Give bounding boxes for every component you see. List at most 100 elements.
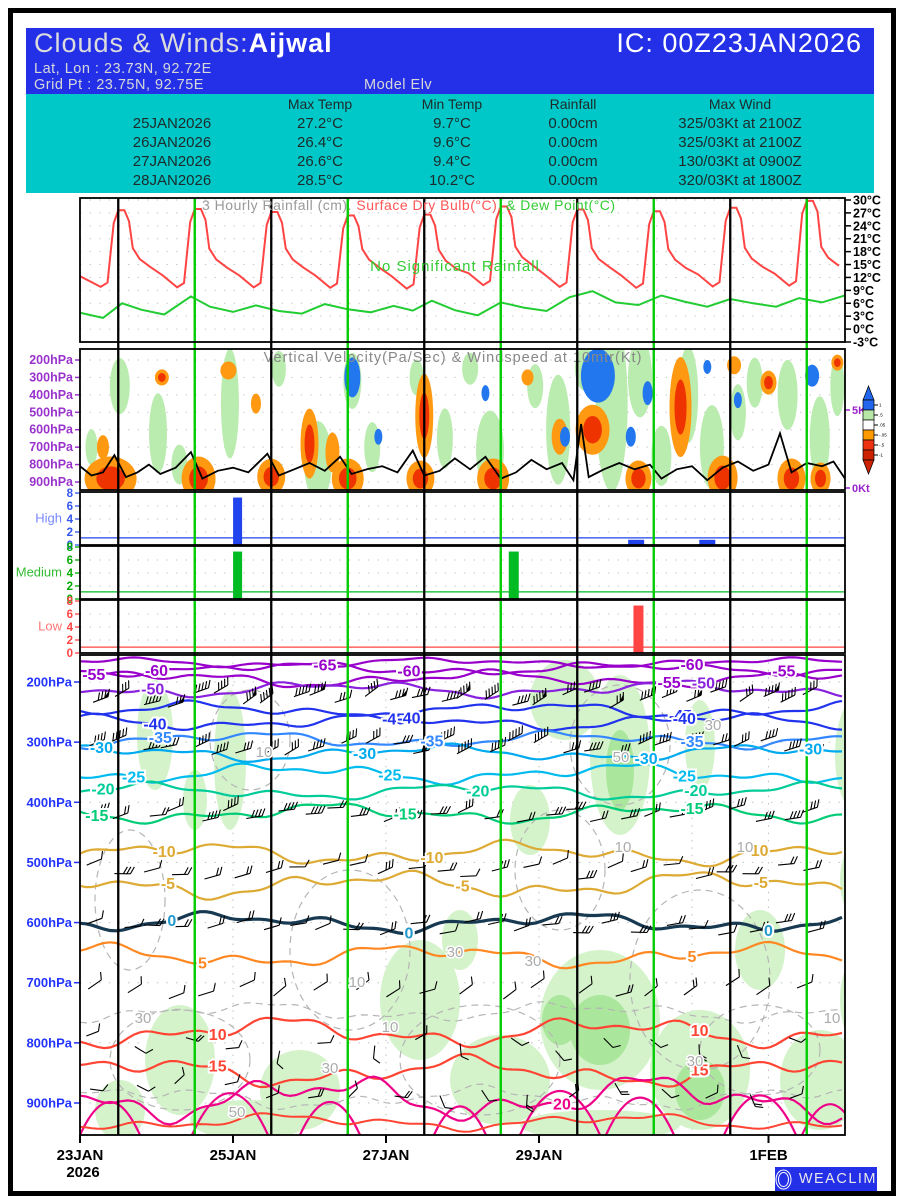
svg-text:900hPa: 900hPa bbox=[26, 1096, 72, 1111]
svg-text:50: 50 bbox=[229, 1104, 246, 1121]
wind-barb bbox=[204, 866, 223, 880]
wind-barb bbox=[343, 922, 364, 931]
wind-barb bbox=[365, 727, 381, 744]
temp-contour bbox=[80, 668, 843, 689]
wind-barb bbox=[90, 1084, 109, 1092]
wind-barb bbox=[584, 741, 604, 752]
wind-barb bbox=[89, 731, 106, 747]
wind-barb bbox=[669, 806, 689, 818]
wind-barb bbox=[265, 859, 284, 874]
wind-barb bbox=[171, 867, 193, 876]
wind-barb bbox=[661, 683, 679, 699]
wind-barb bbox=[589, 810, 609, 823]
temp-contour-loop bbox=[298, 1101, 362, 1135]
temp-contour-loop bbox=[190, 1092, 270, 1135]
wind-barb bbox=[236, 910, 255, 924]
wind-barb bbox=[114, 866, 135, 875]
wind-barb bbox=[86, 1023, 101, 1037]
wind-barb bbox=[502, 981, 517, 1000]
table-row: 26JAN2026 26.4°C 9.6°C 0.00cm 325/03Kt at 21… bbox=[26, 134, 874, 153]
wind-barb bbox=[615, 984, 634, 997]
panel-upper-winds bbox=[80, 656, 845, 1135]
updraft-weak-blob bbox=[729, 384, 746, 441]
wind-barb bbox=[91, 802, 110, 815]
temp-contour bbox=[80, 940, 843, 970]
wind-barb bbox=[796, 974, 814, 989]
svg-text:30: 30 bbox=[322, 1060, 339, 1077]
svg-text:-15: -15 bbox=[680, 801, 703, 818]
wind-barb bbox=[224, 1074, 241, 1086]
wind-barb bbox=[456, 738, 473, 755]
table-header: Max Wind bbox=[708, 96, 772, 112]
wind-barb bbox=[198, 983, 216, 997]
table-cell: 0.00cm bbox=[548, 134, 598, 151]
svg-text:15°C: 15°C bbox=[853, 258, 881, 272]
wind-barb bbox=[413, 742, 432, 755]
table-header: Min Temp bbox=[421, 96, 483, 112]
svg-text:27JAN: 27JAN bbox=[363, 1147, 410, 1164]
svg-text:3 Hourly Rainfall (cm). Surfac: 3 Hourly Rainfall (cm). Surface Dry Bulb… bbox=[202, 197, 616, 213]
svg-text:10: 10 bbox=[209, 1027, 227, 1044]
wind-barb bbox=[555, 1050, 573, 1062]
svg-text:25JAN: 25JAN bbox=[210, 1147, 257, 1164]
svg-text:50: 50 bbox=[613, 749, 630, 766]
wind-barb bbox=[211, 741, 229, 756]
svg-text:-60: -60 bbox=[145, 663, 168, 680]
wind-barb bbox=[315, 915, 332, 931]
svg-text:2: 2 bbox=[67, 635, 73, 647]
svg-text:12°C: 12°C bbox=[853, 271, 881, 285]
temp-contour bbox=[80, 869, 843, 901]
svg-text:-50: -50 bbox=[141, 681, 164, 698]
updraft-strong-blob bbox=[733, 392, 742, 409]
svg-text:-60: -60 bbox=[680, 657, 703, 674]
temp-contour-loop bbox=[518, 1090, 602, 1135]
wind-barb bbox=[194, 732, 210, 748]
wind-barb bbox=[278, 801, 299, 812]
svg-text:-30: -30 bbox=[635, 751, 658, 768]
temp-contour bbox=[80, 699, 843, 721]
wind-barb bbox=[327, 799, 348, 809]
wind-barb bbox=[225, 1040, 243, 1050]
rh-shading bbox=[840, 970, 845, 1030]
svg-text:-20: -20 bbox=[684, 783, 707, 800]
wind-barb bbox=[307, 738, 326, 752]
panel-vertical-velocity bbox=[80, 349, 845, 490]
wind-barb bbox=[223, 795, 239, 812]
svg-text:15: 15 bbox=[691, 1063, 709, 1080]
table-header: Rainfall bbox=[549, 96, 597, 112]
svg-text:18°C: 18°C bbox=[853, 245, 881, 259]
temp-contour bbox=[80, 780, 843, 801]
svg-text:2: 2 bbox=[67, 527, 73, 539]
wind-barb bbox=[725, 968, 740, 987]
wind-barb bbox=[207, 915, 226, 929]
wind-barb bbox=[601, 911, 620, 924]
svg-text:30: 30 bbox=[447, 944, 464, 961]
wind-barb bbox=[305, 805, 326, 815]
wind-barb bbox=[755, 810, 775, 822]
wind-barb bbox=[749, 921, 769, 933]
svg-text:-35: -35 bbox=[680, 734, 703, 751]
wind-barb bbox=[663, 855, 684, 866]
wind-barb bbox=[273, 977, 287, 997]
temp-contour bbox=[80, 802, 843, 825]
wind-barb bbox=[612, 743, 631, 756]
wind-barb bbox=[168, 984, 186, 1000]
svg-text:10: 10 bbox=[691, 1023, 709, 1040]
svg-text:-.05: -.05 bbox=[879, 433, 887, 438]
svg-text:-55: -55 bbox=[772, 664, 795, 681]
svg-text:-30: -30 bbox=[90, 740, 113, 757]
svg-text:-35: -35 bbox=[420, 733, 443, 750]
temp-contour bbox=[80, 1075, 843, 1126]
table-cell: 320/03Kt at 1800Z bbox=[678, 172, 802, 189]
svg-text:300hPa: 300hPa bbox=[26, 735, 72, 750]
page-frame bbox=[8, 8, 896, 1196]
svg-text:-55: -55 bbox=[82, 667, 105, 684]
wind-barb bbox=[784, 738, 802, 752]
svg-text:6°C: 6°C bbox=[853, 297, 874, 311]
svg-text:5: 5 bbox=[688, 949, 697, 966]
cloud-octas-bar bbox=[699, 539, 716, 545]
wind-barb bbox=[390, 687, 409, 701]
wind-barb bbox=[718, 924, 738, 936]
wind-barb bbox=[457, 797, 474, 814]
svg-text:30°C: 30°C bbox=[853, 194, 881, 208]
